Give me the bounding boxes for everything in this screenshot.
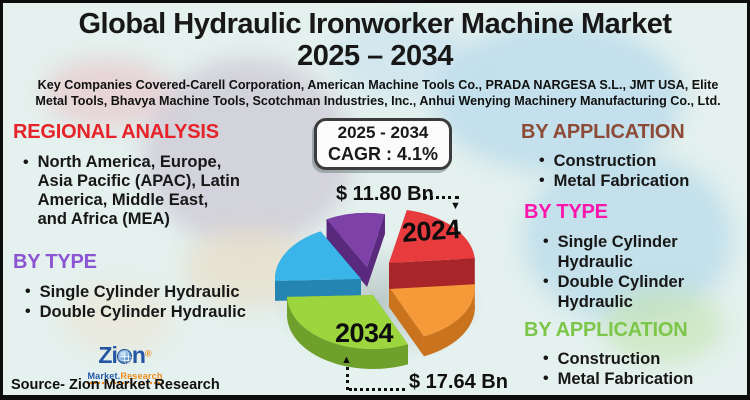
regional-analysis-heading: REGIONAL ANALYSIS	[13, 121, 219, 143]
key-companies-text: Key Companies Covered-Carell Corporation…	[35, 78, 721, 108]
slice-2024-wall	[389, 258, 475, 289]
slice-orange-wall	[389, 287, 424, 357]
slice-2034-rim	[287, 296, 408, 369]
by-type-left-heading: BY TYPE	[13, 251, 97, 273]
cagr-value: CAGR : 4.1%	[327, 144, 439, 164]
by-application-top-list: Construction Metal Fabrication	[539, 151, 690, 191]
cagr-badge: 2025 - 2034 CAGR : 4.1%	[314, 118, 452, 170]
by-application-top-heading: BY APPLICATION	[521, 121, 685, 143]
by-application-bottom-heading: BY APPLICATION	[524, 319, 688, 341]
list-item: North America, Europe, Asia Pacific (APA…	[23, 153, 241, 229]
list-item: Construction	[543, 349, 693, 369]
logo-subtext: Market.	[87, 371, 121, 381]
market-pie-chart	[275, 210, 475, 369]
slice-blue-top	[275, 231, 361, 281]
slice-blue-wall	[275, 279, 361, 301]
list-item: Construction	[539, 151, 689, 171]
slice-label-2034: 2034	[335, 318, 394, 348]
slice-purple-top	[326, 213, 385, 267]
zion-market-research-logo: Zi n® Market.Research	[65, 344, 185, 384]
list-item: Double Cylinder Hydraulic	[25, 302, 246, 322]
registered-mark: ®	[144, 348, 152, 359]
by-type-right-heading: BY TYPE	[524, 201, 608, 223]
slice-2034-top	[287, 295, 408, 349]
regional-analysis-list: North America, Europe, Asia Pacific (APA…	[23, 153, 241, 229]
logo-text: Zi	[98, 342, 117, 368]
slice-orange-top	[389, 282, 475, 337]
map-blob	[433, 23, 683, 173]
page-title: Global Hydraulic Ironworker Machine Mark…	[78, 8, 673, 40]
slice-orange-rim	[423, 282, 475, 357]
arrow-down-icon: ▼	[450, 200, 461, 212]
leader-dots-vertical-2034	[346, 367, 349, 390]
list-item: Metal Fabrication	[543, 369, 694, 389]
globe-icon	[116, 349, 133, 365]
logo-text: n	[131, 342, 146, 368]
slice-label-2024: 2024	[400, 214, 462, 248]
map-blob	[333, 18, 473, 98]
by-type-right-list: Single Cylinder Hydraulic Double Cylinde…	[543, 232, 721, 312]
value-2024-label: $ 11.80 Bn	[336, 183, 434, 205]
list-item: Single Cylinder Hydraulic	[543, 232, 721, 272]
list-item: Metal Fabrication	[539, 171, 690, 191]
leader-dots-2024	[423, 196, 459, 199]
arrow-up-icon: ▲	[341, 354, 352, 366]
page-title-years: 2025 – 2034	[297, 40, 453, 72]
leader-dots-2034	[349, 388, 405, 391]
source-text: Source- Zion Market Research	[11, 377, 220, 393]
cagr-period: 2025 - 2034	[337, 123, 429, 142]
list-item: Single Cylinder Hydraulic	[25, 282, 246, 302]
by-application-bottom-list: Construction Metal Fabrication	[543, 349, 694, 389]
map-blob	[43, 58, 173, 128]
slice-2024-top	[389, 210, 475, 263]
by-type-left-list: Single Cylinder Hydraulic Double Cylinde…	[25, 282, 246, 322]
value-2034-label: $ 17.64 Bn	[409, 371, 508, 393]
logo-subtext: Research	[120, 371, 163, 381]
list-item: Double Cylinder Hydraulic	[543, 272, 721, 312]
